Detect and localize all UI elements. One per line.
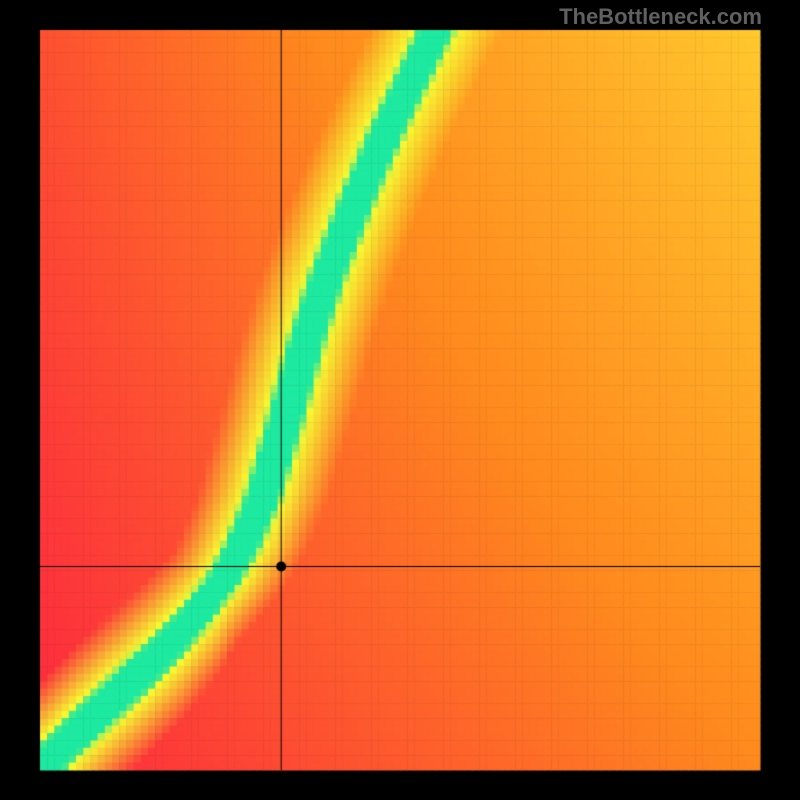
heatmap-canvas: [0, 0, 800, 800]
chart-container: TheBottleneck.com: [0, 0, 800, 800]
watermark-text: TheBottleneck.com: [559, 4, 762, 30]
